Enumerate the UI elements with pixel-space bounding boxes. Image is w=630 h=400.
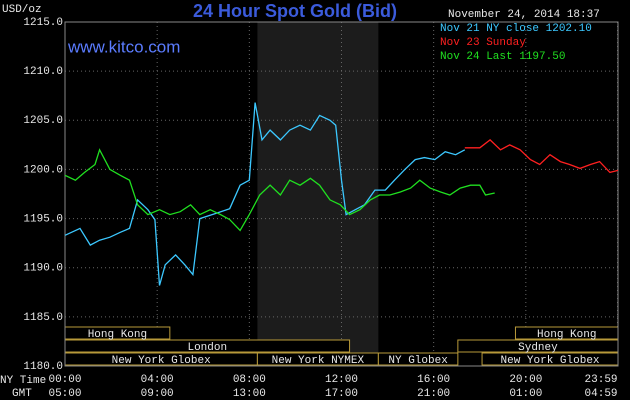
plot-frame bbox=[64, 21, 619, 367]
session-label: New York Globex bbox=[501, 355, 600, 367]
source: www.kitco.com bbox=[67, 37, 180, 56]
y-tick-label: 1190.0 bbox=[23, 263, 63, 275]
y-tick-label: 1210.0 bbox=[23, 66, 63, 78]
y-tick-label: 1180.0 bbox=[23, 361, 63, 373]
x-tick-label: 23:59 bbox=[585, 374, 618, 386]
x-axis-label: NY Time bbox=[0, 375, 46, 387]
x2-tick-label: 05:00 bbox=[48, 388, 81, 400]
x-tick-label: 08:00 bbox=[233, 374, 266, 386]
x2-tick-label: 13:00 bbox=[233, 388, 266, 400]
y-tick-label: 1195.0 bbox=[23, 213, 63, 225]
legend-label: Nov 21 NY close 1202.10 bbox=[440, 23, 592, 35]
timestamp: November 24, 2014 18:37 bbox=[448, 9, 600, 21]
session-label: New York NYMEX bbox=[272, 355, 365, 367]
session-label: Hong Kong bbox=[537, 329, 596, 341]
x-tick-label: 20:00 bbox=[509, 374, 542, 386]
y-tick-label: 1215.0 bbox=[23, 17, 63, 29]
session-bar bbox=[377, 352, 459, 366]
y-tick-label: 1185.0 bbox=[23, 312, 63, 324]
y-tick-label: 1205.0 bbox=[23, 115, 63, 127]
x2-tick-label: 17:00 bbox=[325, 388, 358, 400]
x2-tick-label: 21:00 bbox=[417, 388, 450, 400]
x2-tick-label: 09:00 bbox=[141, 388, 174, 400]
y-tick-label: 1200.0 bbox=[23, 164, 63, 176]
y-axis-label: USD/oz bbox=[2, 4, 42, 16]
highlight-band bbox=[257, 22, 379, 366]
session-label: Hong Kong bbox=[88, 329, 147, 341]
session-label: Sydney bbox=[518, 342, 558, 354]
session-label: NY Globex bbox=[388, 355, 448, 367]
x2-tick-label: 04:59 bbox=[585, 388, 618, 400]
legend-label: Nov 23 Sunday bbox=[440, 37, 526, 49]
session-label: London bbox=[187, 342, 227, 354]
chart-title: 24 Hour Spot Gold (Bid) bbox=[193, 1, 397, 21]
x-tick-label: 16:00 bbox=[417, 374, 450, 386]
session-label: New York Globex bbox=[112, 355, 211, 367]
legend-label: Nov 24 Last 1197.50 bbox=[440, 51, 565, 63]
x-tick-label: 00:00 bbox=[48, 374, 81, 386]
series-line bbox=[464, 139, 619, 174]
series-line bbox=[64, 102, 466, 286]
x-tick-label: 12:00 bbox=[325, 374, 358, 386]
x2-axis-label: GMT bbox=[12, 388, 32, 400]
series-line bbox=[64, 148, 495, 232]
x2-tick-label: 01:00 bbox=[509, 388, 542, 400]
x-tick-label: 04:00 bbox=[141, 374, 174, 386]
